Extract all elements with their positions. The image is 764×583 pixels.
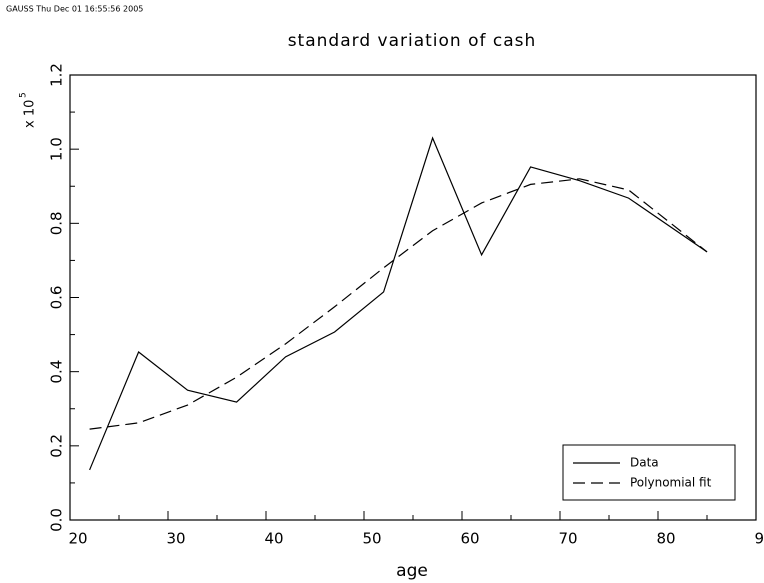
legend-label: Data <box>630 456 659 470</box>
y-axis-label: x 10 <box>23 100 38 128</box>
x-tick-label: 30 <box>166 530 185 548</box>
y-tick-label: 1.2 <box>48 63 66 87</box>
y-axis-label-group: x 10 5 <box>19 92 38 128</box>
y-tick-label: 0.2 <box>48 434 66 458</box>
chart-title: standard variation of cash <box>288 31 537 51</box>
x-tick-label: 40 <box>264 530 283 548</box>
y-tick-label: 1.0 <box>48 137 66 161</box>
y-tick-label: 0.8 <box>48 211 66 235</box>
x-tick-label: 20 <box>68 530 87 548</box>
x-tick-label: 70 <box>558 530 577 548</box>
legend-box <box>562 444 736 501</box>
x-tick-label: 80 <box>656 530 675 548</box>
legend-label: Polynomial fit <box>630 476 712 490</box>
x-tick-label: 50 <box>362 530 381 548</box>
y-axis-exponent: 5 <box>19 92 29 98</box>
y-tick-label: 0.0 <box>48 508 66 532</box>
x-tick-label: 60 <box>460 530 479 548</box>
series-line <box>89 136 708 471</box>
x-axis-label: age <box>396 561 428 581</box>
y-tick-label: 0.4 <box>48 360 66 384</box>
series-line <box>89 178 708 430</box>
y-tick-label: 0.6 <box>48 286 66 310</box>
x-tick-label: 90 <box>754 530 764 548</box>
header: GAUSS Thu Dec 01 16:55:56 2005 <box>6 5 143 14</box>
